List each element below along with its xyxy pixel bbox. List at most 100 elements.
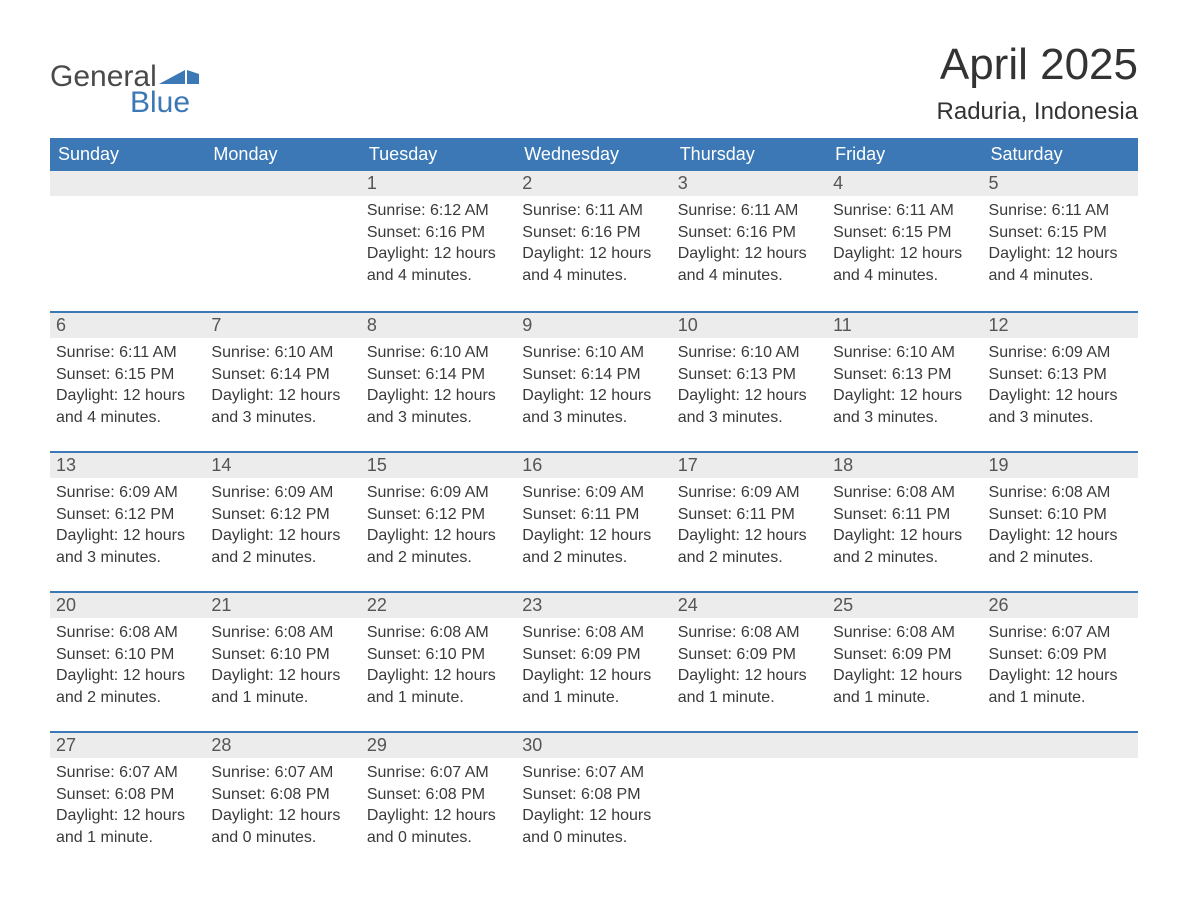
day-number: 13 [50,451,205,478]
daylight-line: Daylight: 12 hours and 1 minute. [367,665,510,708]
day-number: 29 [361,731,516,758]
day-number [672,731,827,758]
day-details: Sunrise: 6:09 AMSunset: 6:11 PMDaylight:… [516,478,671,568]
day-number: 10 [672,311,827,338]
day-details: Sunrise: 6:09 AMSunset: 6:11 PMDaylight:… [672,478,827,568]
page-title: April 2025 [937,40,1138,90]
day-number: 7 [205,311,360,338]
sunrise-line: Sunrise: 6:10 AM [367,342,510,364]
daylight-line: Daylight: 12 hours and 2 minutes. [833,525,976,568]
day-header: Thursday [672,138,827,171]
day-details: Sunrise: 6:09 AMSunset: 6:12 PMDaylight:… [50,478,205,568]
daylight-line: Daylight: 12 hours and 4 minutes. [678,243,821,286]
sunrise-line: Sunrise: 6:12 AM [367,200,510,222]
sunset-line: Sunset: 6:09 PM [989,644,1132,666]
day-number: 11 [827,311,982,338]
day-details: Sunrise: 6:10 AMSunset: 6:13 PMDaylight:… [827,338,982,428]
sunrise-line: Sunrise: 6:10 AM [833,342,976,364]
sunset-line: Sunset: 6:15 PM [833,222,976,244]
calendar-cell: 15Sunrise: 6:09 AMSunset: 6:12 PMDayligh… [361,451,516,591]
day-details: Sunrise: 6:10 AMSunset: 6:14 PMDaylight:… [516,338,671,428]
sunset-line: Sunset: 6:12 PM [367,504,510,526]
calendar-cell: 1Sunrise: 6:12 AMSunset: 6:16 PMDaylight… [361,171,516,311]
day-details: Sunrise: 6:08 AMSunset: 6:09 PMDaylight:… [827,618,982,708]
sunset-line: Sunset: 6:09 PM [833,644,976,666]
calendar-cell: 19Sunrise: 6:08 AMSunset: 6:10 PMDayligh… [983,451,1138,591]
daylight-line: Daylight: 12 hours and 1 minute. [522,665,665,708]
day-details: Sunrise: 6:11 AMSunset: 6:16 PMDaylight:… [672,196,827,286]
sunset-line: Sunset: 6:08 PM [56,784,199,806]
day-details: Sunrise: 6:09 AMSunset: 6:13 PMDaylight:… [983,338,1138,428]
day-header: Wednesday [516,138,671,171]
calendar-cell: 7Sunrise: 6:10 AMSunset: 6:14 PMDaylight… [205,311,360,451]
day-number: 22 [361,591,516,618]
day-number: 8 [361,311,516,338]
sunset-line: Sunset: 6:16 PM [367,222,510,244]
sunset-line: Sunset: 6:13 PM [833,364,976,386]
calendar-table: Sunday Monday Tuesday Wednesday Thursday… [50,138,1138,871]
sunrise-line: Sunrise: 6:07 AM [211,762,354,784]
calendar-cell: 10Sunrise: 6:10 AMSunset: 6:13 PMDayligh… [672,311,827,451]
day-number: 20 [50,591,205,618]
logo-word-blue: Blue [130,86,199,120]
sunrise-line: Sunrise: 6:07 AM [989,622,1132,644]
daylight-line: Daylight: 12 hours and 4 minutes. [989,243,1132,286]
calendar-cell [672,731,827,871]
sunset-line: Sunset: 6:10 PM [367,644,510,666]
calendar-cell [983,731,1138,871]
day-number: 24 [672,591,827,618]
sunset-line: Sunset: 6:10 PM [989,504,1132,526]
day-details: Sunrise: 6:11 AMSunset: 6:15 PMDaylight:… [983,196,1138,286]
calendar-cell: 4Sunrise: 6:11 AMSunset: 6:15 PMDaylight… [827,171,982,311]
daylight-line: Daylight: 12 hours and 3 minutes. [522,385,665,428]
sunrise-line: Sunrise: 6:08 AM [678,622,821,644]
sunrise-line: Sunrise: 6:11 AM [989,200,1132,222]
calendar-cell: 17Sunrise: 6:09 AMSunset: 6:11 PMDayligh… [672,451,827,591]
day-details: Sunrise: 6:08 AMSunset: 6:10 PMDaylight:… [50,618,205,708]
sunrise-line: Sunrise: 6:11 AM [833,200,976,222]
sunset-line: Sunset: 6:15 PM [989,222,1132,244]
calendar-cell: 29Sunrise: 6:07 AMSunset: 6:08 PMDayligh… [361,731,516,871]
daylight-line: Daylight: 12 hours and 3 minutes. [211,385,354,428]
calendar-week: 1Sunrise: 6:12 AMSunset: 6:16 PMDaylight… [50,171,1138,311]
day-number: 26 [983,591,1138,618]
daylight-line: Daylight: 12 hours and 2 minutes. [56,665,199,708]
day-details: Sunrise: 6:07 AMSunset: 6:08 PMDaylight:… [361,758,516,848]
day-details: Sunrise: 6:10 AMSunset: 6:14 PMDaylight:… [205,338,360,428]
daylight-line: Daylight: 12 hours and 3 minutes. [678,385,821,428]
sunset-line: Sunset: 6:13 PM [989,364,1132,386]
calendar-cell: 12Sunrise: 6:09 AMSunset: 6:13 PMDayligh… [983,311,1138,451]
sunset-line: Sunset: 6:08 PM [211,784,354,806]
calendar-week: 6Sunrise: 6:11 AMSunset: 6:15 PMDaylight… [50,311,1138,451]
day-header: Friday [827,138,982,171]
sunrise-line: Sunrise: 6:08 AM [833,482,976,504]
day-details: Sunrise: 6:11 AMSunset: 6:16 PMDaylight:… [516,196,671,286]
logo-flag-icon [159,66,199,86]
calendar-cell: 27Sunrise: 6:07 AMSunset: 6:08 PMDayligh… [50,731,205,871]
daylight-line: Daylight: 12 hours and 2 minutes. [678,525,821,568]
day-number: 14 [205,451,360,478]
day-number: 21 [205,591,360,618]
day-number: 12 [983,311,1138,338]
day-header: Sunday [50,138,205,171]
sunrise-line: Sunrise: 6:08 AM [833,622,976,644]
calendar-week: 27Sunrise: 6:07 AMSunset: 6:08 PMDayligh… [50,731,1138,871]
day-number [827,731,982,758]
day-header: Monday [205,138,360,171]
calendar-cell: 22Sunrise: 6:08 AMSunset: 6:10 PMDayligh… [361,591,516,731]
sunrise-line: Sunrise: 6:08 AM [522,622,665,644]
daylight-line: Daylight: 12 hours and 1 minute. [211,665,354,708]
day-details: Sunrise: 6:08 AMSunset: 6:10 PMDaylight:… [361,618,516,708]
calendar-cell: 20Sunrise: 6:08 AMSunset: 6:10 PMDayligh… [50,591,205,731]
header: General Blue April 2025 Raduria, Indones… [50,40,1138,126]
sunset-line: Sunset: 6:11 PM [833,504,976,526]
day-number: 16 [516,451,671,478]
calendar-week: 13Sunrise: 6:09 AMSunset: 6:12 PMDayligh… [50,451,1138,591]
daylight-line: Daylight: 12 hours and 2 minutes. [367,525,510,568]
calendar-cell: 28Sunrise: 6:07 AMSunset: 6:08 PMDayligh… [205,731,360,871]
sunset-line: Sunset: 6:11 PM [522,504,665,526]
day-number: 30 [516,731,671,758]
sunrise-line: Sunrise: 6:09 AM [989,342,1132,364]
day-header: Tuesday [361,138,516,171]
calendar-cell: 30Sunrise: 6:07 AMSunset: 6:08 PMDayligh… [516,731,671,871]
